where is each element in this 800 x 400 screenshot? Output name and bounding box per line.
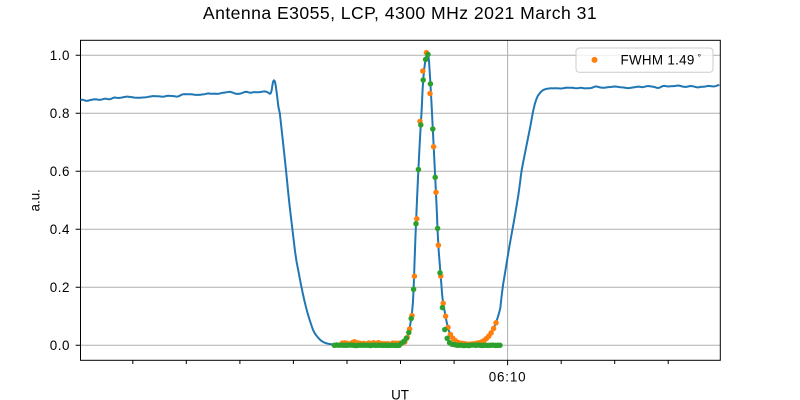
svg-text:0.2: 0.2	[50, 280, 70, 295]
svg-text:Antenna E3055, LCP, 4300 MHz 2: Antenna E3055, LCP, 4300 MHz 2021 March …	[203, 3, 597, 23]
svg-text:0.8: 0.8	[50, 106, 70, 121]
svg-text:0.0: 0.0	[50, 338, 70, 353]
svg-text:06:10: 06:10	[489, 369, 527, 384]
svg-text:0.4: 0.4	[50, 222, 70, 237]
svg-text:a.u.: a.u.	[28, 189, 43, 211]
svg-text:FWHM 1.49 °: FWHM 1.49 °	[621, 53, 702, 68]
svg-text:UT: UT	[391, 387, 409, 400]
svg-text:0.6: 0.6	[50, 164, 70, 179]
svg-text:1.0: 1.0	[50, 48, 70, 63]
